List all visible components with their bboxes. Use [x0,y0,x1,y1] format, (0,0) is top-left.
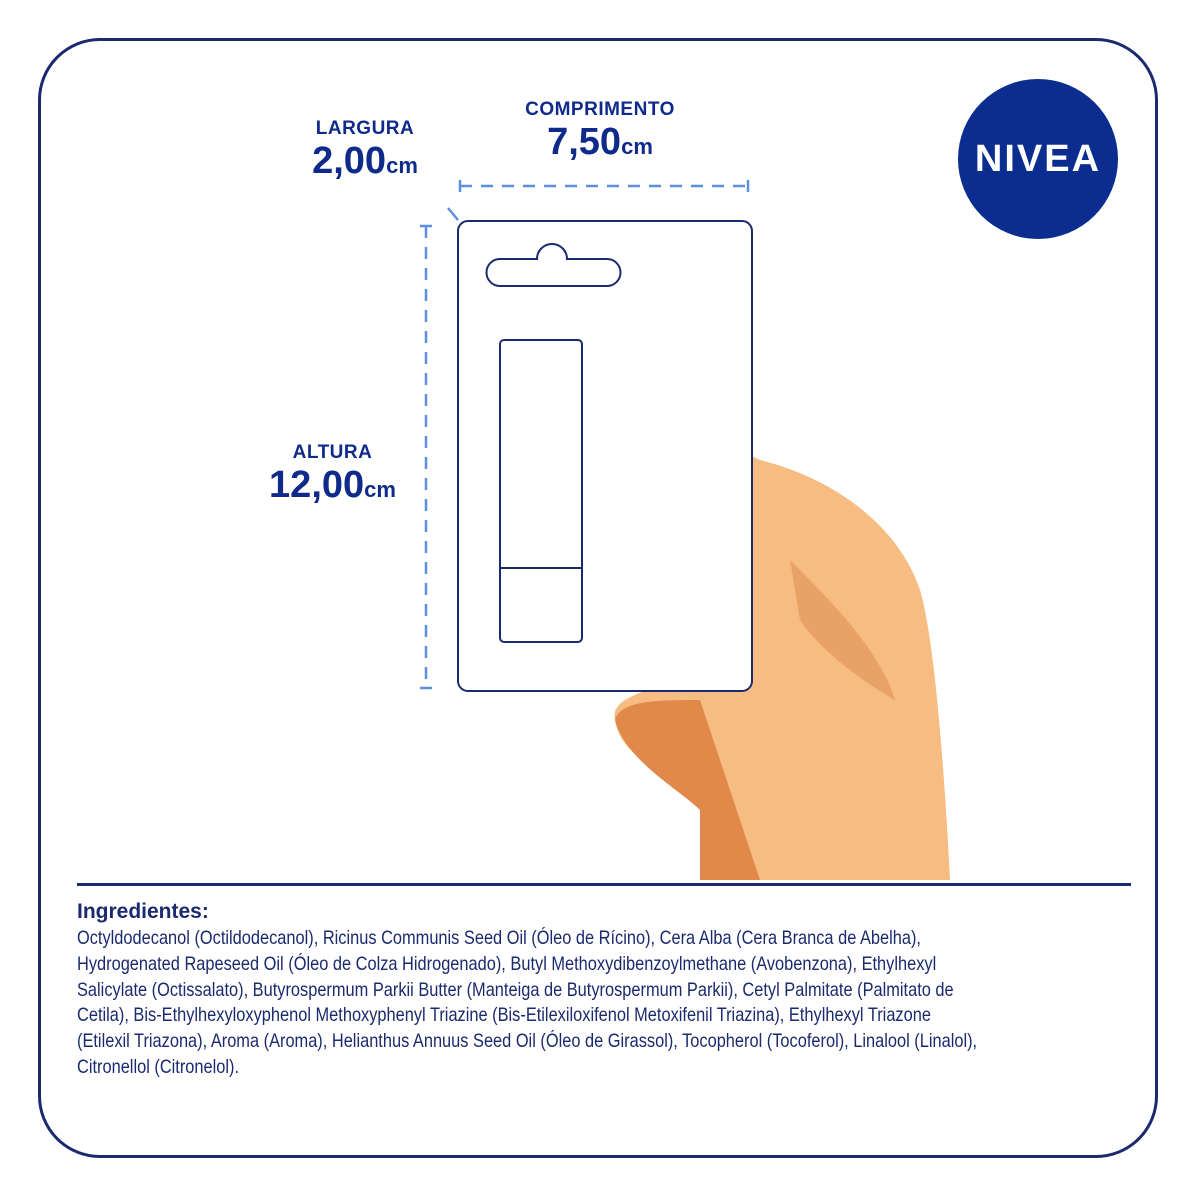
ingredients-line: (Etilexil Triazona), Aroma (Aroma), Heli… [77,1030,978,1053]
ingredients-line: Salicylate (Octissalato), Butyrospermum … [77,978,954,1001]
ingredients-line: Hydrogenated Rapeseed Oil (Óleo de Colza… [77,952,937,975]
height-dimension: ALTURA 12,00cm [250,442,415,507]
length-unit: cm [621,134,653,159]
height-label: ALTURA [292,442,373,463]
width-value: 2,00 [312,140,387,182]
ingredients-line: Octyldodecanol (Octildodecanol), Ricinus… [77,927,921,949]
height-value: 12,00 [269,464,365,506]
width-label: LARGURA [315,118,415,139]
ingredients-line: Cetila), Bis-Ethylhexyloxyphenol Methoxy… [77,1004,931,1027]
ingredients-title: Ingredientes: [77,900,209,923]
length-dimension: COMPRIMENTO 7,50cm [500,99,700,164]
nivea-logo: NIVEA [958,79,1118,239]
divider [77,883,1131,886]
logo-text: NIVEA [974,137,1102,180]
width-unit: cm [386,153,418,178]
length-value: 7,50 [547,121,622,163]
blister-card [457,220,753,692]
ingredients-section: Ingredientes: Octyldodecanol (Octildodec… [77,900,1149,1081]
dimension-lines [424,184,748,688]
card-frame [38,38,1158,1158]
width-dimension: LARGURA 2,00cm [290,118,440,183]
height-unit: cm [364,477,396,502]
ingredients-line: Citronellol (Citronelol). [77,1055,240,1078]
length-label: COMPRIMENTO [525,99,675,120]
